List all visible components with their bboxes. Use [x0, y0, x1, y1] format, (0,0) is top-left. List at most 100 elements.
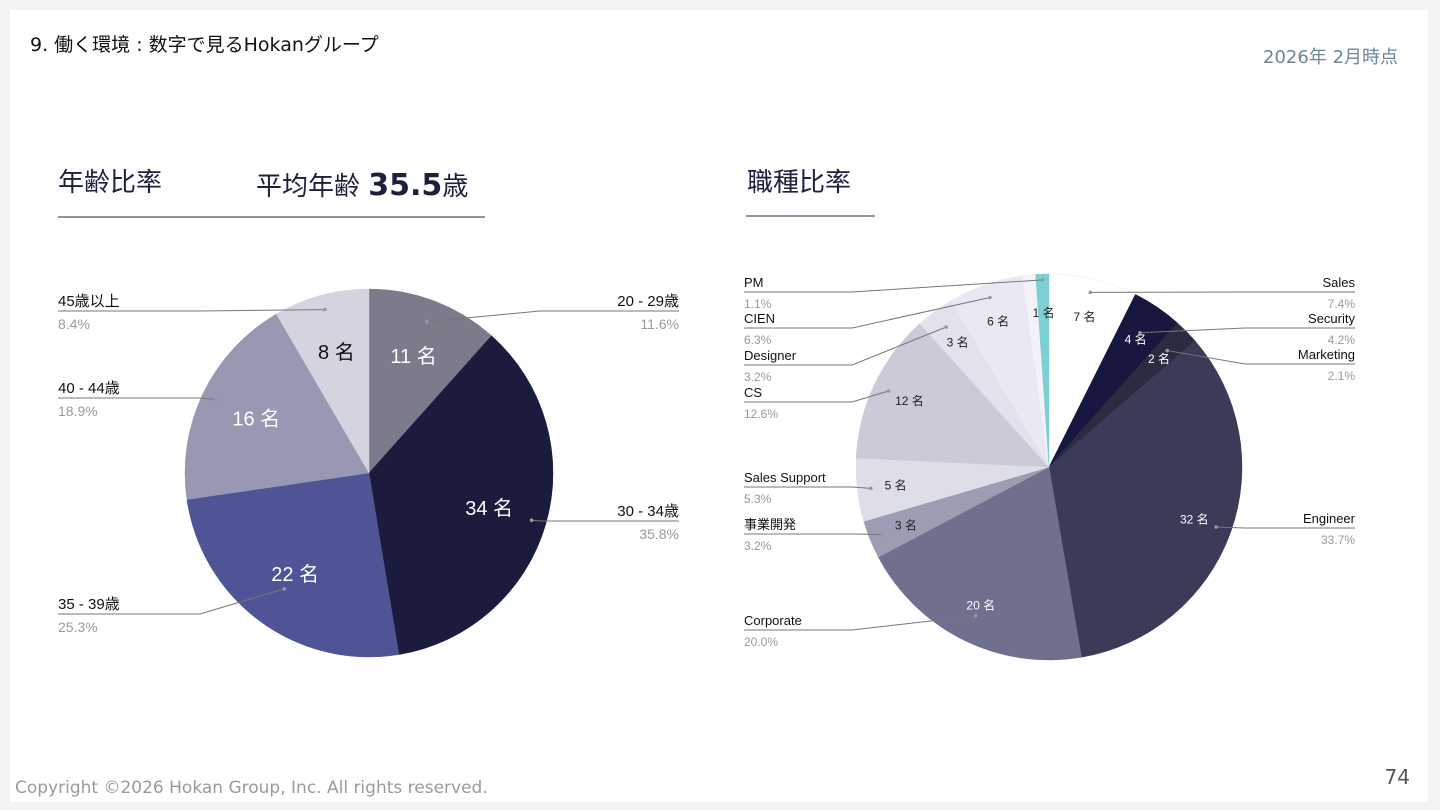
- callout-category-label: 40 - 44歳: [58, 380, 120, 397]
- slice-count-label: 2 名: [1148, 351, 1170, 366]
- callout-percent-label: 2.1%: [1328, 369, 1356, 383]
- callout-percent-label: 20.0%: [744, 635, 778, 649]
- callout-leader-line: [744, 297, 991, 329]
- slice-count-label: 22 名: [271, 563, 319, 586]
- callout-category-label: Marketing: [1298, 347, 1355, 362]
- callout-category-label: Corporate: [744, 613, 802, 628]
- callout-dot: [1040, 278, 1045, 282]
- pie-slice-30-34: [368, 335, 554, 655]
- callout-dot: [282, 587, 287, 591]
- callout-category-label: 35 - 39歳: [58, 596, 120, 613]
- callout-leader-line: [744, 615, 976, 631]
- callout-leader-line: [58, 309, 325, 312]
- pie-slice-corporate: [878, 466, 1082, 661]
- slice-count-label: 1 名: [1033, 305, 1055, 320]
- callout-dot: [1138, 331, 1142, 335]
- slice-count-label: 12 名: [895, 393, 924, 408]
- slide-title: 9. 働く環境 : 数字で見るHokanグループ: [30, 34, 379, 56]
- callout-dot: [323, 307, 327, 312]
- average-age: 平均年齢 35.5歳: [256, 166, 468, 203]
- callout-leader-line: [1167, 350, 1355, 365]
- callout-percent-label: 5.3%: [744, 492, 772, 506]
- callout-leader-line: [531, 519, 679, 522]
- pie-slice-45: [275, 288, 370, 474]
- slice-count-label: 3 名: [895, 517, 917, 532]
- age-section-title: 年齢比率: [58, 168, 163, 198]
- callout-dot: [886, 389, 891, 393]
- role-section-title: 職種比率: [747, 168, 852, 198]
- slice-count-label: 5 名: [885, 478, 907, 493]
- average-age-value: 35.5: [368, 168, 443, 203]
- callout-dot: [880, 532, 885, 537]
- callout-category-label: 30 - 34歳: [617, 503, 679, 520]
- callout-percent-label: 3.2%: [744, 370, 772, 384]
- callout-percent-label: 3.2%: [744, 539, 772, 553]
- callout-leader-line: [744, 390, 889, 403]
- role-section-divider: [746, 215, 875, 217]
- as-of-date: 2026年 2月時点: [1263, 47, 1398, 68]
- callout-dot: [973, 614, 978, 618]
- age-pie-chart: 11 名 34 名 22 名 16 名 8 名 20 - 29歳 11.6% 30 - 34歳…: [58, 288, 679, 658]
- callout-percent-label: 7.4%: [1328, 297, 1356, 311]
- callout-percent-label: 35.8%: [639, 526, 679, 542]
- slice-count-label: 6 名: [987, 313, 1009, 328]
- callout-category-label: Sales Support: [744, 470, 826, 485]
- callout-category-label: Designer: [744, 348, 797, 363]
- callout-dot: [1165, 348, 1170, 353]
- slice-count-label: 3 名: [947, 335, 969, 350]
- callout-dot: [868, 486, 873, 491]
- pie-slice-35-39: [186, 472, 400, 658]
- pie-slice-engineer: [1048, 340, 1243, 658]
- callout-leader-line: [1139, 327, 1355, 334]
- callout-leader-line: [58, 588, 285, 615]
- callout-leader-line: [1216, 526, 1355, 529]
- pie-slice-20-29: [368, 288, 492, 474]
- pie-slice-pm: [1035, 273, 1050, 468]
- callout-category-label: 45歳以上: [58, 293, 120, 310]
- page-number: 74: [1384, 765, 1410, 789]
- slice-count-label: 16 名: [232, 408, 280, 431]
- callout-percent-label: 8.4%: [58, 316, 90, 332]
- callout-category-label: CIEN: [744, 311, 775, 326]
- callout-leader-line: [58, 397, 217, 400]
- pie-slice-cs: [855, 323, 1050, 468]
- callout-leader-line: [744, 486, 871, 489]
- callout-percent-label: 25.3%: [58, 619, 98, 635]
- callout-category-label: Security: [1308, 311, 1355, 326]
- callout-category-label: PM: [744, 275, 764, 290]
- callout-leader-line: [744, 533, 883, 536]
- callout-category-label: 20 - 29歳: [617, 293, 679, 310]
- callout-leader-line: [744, 326, 947, 366]
- slice-count-label: 4 名: [1125, 331, 1147, 346]
- callout-category-label: 事業開発: [744, 517, 796, 532]
- callout-category-label: CS: [744, 385, 762, 400]
- slice-count-label: 32 名: [1180, 511, 1209, 526]
- callout-percent-label: 6.3%: [744, 333, 772, 347]
- age-section-divider: [58, 216, 485, 218]
- callout-percent-label: 4.2%: [1328, 333, 1356, 347]
- callout-percent-label: 33.7%: [1321, 533, 1355, 547]
- copyright: Copyright ©2026 Hokan Group, Inc. All ri…: [15, 778, 488, 798]
- slice-count-label: 8 名: [318, 341, 355, 364]
- callout-dot: [529, 518, 534, 523]
- callout-dot: [214, 397, 219, 402]
- callout-dot: [1214, 525, 1218, 529]
- callout-percent-label: 12.6%: [744, 407, 778, 421]
- callout-dot: [944, 325, 948, 329]
- slice-count-label: 34 名: [465, 497, 513, 520]
- role-pie-chart: 7 名 4 名2 名 32 名 20 名 3 名 5 名 12 名 3 名 6 名 1 名 Sale…: [744, 273, 1356, 661]
- slice-count-label: 20 名: [966, 598, 995, 613]
- callout-dot: [988, 295, 992, 300]
- slice-count-label: 7 名: [1073, 309, 1095, 324]
- callout-percent-label: 1.1%: [744, 297, 772, 311]
- pie-slice-40-44: [184, 313, 370, 500]
- callout-leader-line: [426, 310, 679, 323]
- slice-count-label: 11 名: [390, 345, 436, 368]
- callout-percent-label: 11.6%: [640, 316, 679, 332]
- average-age-unit: 歳: [442, 172, 469, 202]
- callout-category-label: Engineer: [1303, 511, 1356, 526]
- callout-percent-label: 18.9%: [58, 403, 98, 419]
- callout-category-label: Sales: [1322, 275, 1355, 290]
- callout-dot: [424, 319, 429, 324]
